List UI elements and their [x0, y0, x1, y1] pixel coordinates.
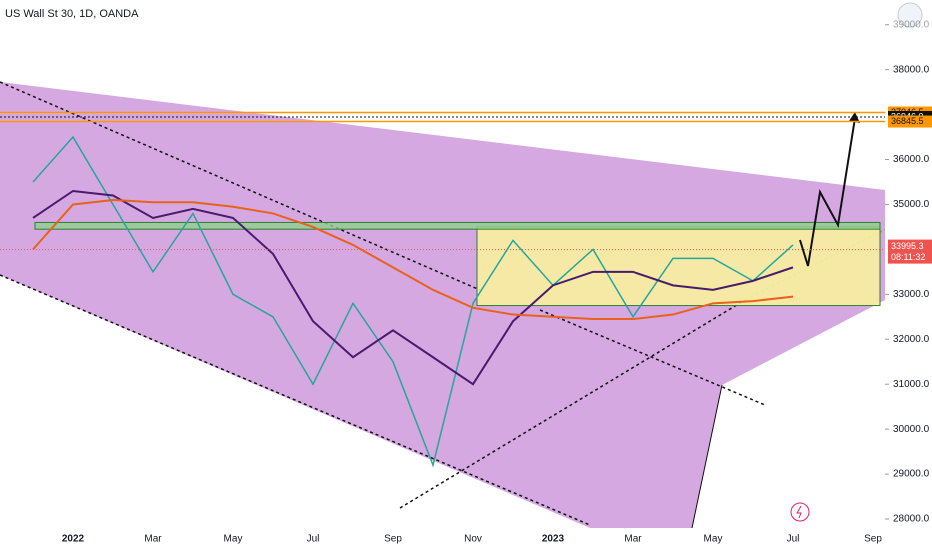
- series-line: [32, 189, 794, 386]
- y-tick-label: 39000.0: [893, 19, 930, 30]
- resistance-band: [34, 221, 881, 230]
- alert-bolt: [796, 505, 802, 519]
- y-tick-label: 29000.0: [893, 469, 930, 480]
- price-badge: [888, 239, 932, 264]
- projection-arrow: [799, 117, 856, 267]
- plot: [32, 135, 881, 468]
- x-tick-label: 2022: [62, 534, 85, 545]
- x-tick-label: Sep: [384, 534, 402, 545]
- arrow-head: [849, 112, 860, 123]
- y-tick-label: 38000.0: [893, 64, 930, 75]
- x-tick-label: 2023: [542, 534, 565, 545]
- y-tick-label: 36000.0: [893, 154, 930, 165]
- level-label: 36845.5: [891, 116, 924, 126]
- level-badge: [888, 115, 932, 128]
- price-axis: [885, 0, 932, 528]
- countdown-label: 08:11:32: [891, 252, 925, 262]
- series-line: [32, 135, 794, 468]
- x-tick-label: Mar: [144, 534, 162, 545]
- trendline: [399, 299, 746, 509]
- series-line: [32, 198, 794, 321]
- y-tick-label: 31000.0: [893, 379, 930, 390]
- y-tick-label: 35000.0: [893, 199, 930, 210]
- chart-title: US Wall St 30, 1D, OANDA: [5, 8, 139, 20]
- x-tick-label: Mar: [624, 534, 642, 545]
- logo-icon[interactable]: [897, 2, 923, 28]
- x-tick-label: Jul: [307, 534, 320, 545]
- x-tick-label: Jul: [787, 534, 800, 545]
- last-price-label: 33995.3: [891, 241, 924, 251]
- y-tick-label: 33000.0: [893, 289, 930, 300]
- channel-ext: [539, 309, 766, 406]
- y-tick-label: 30000.0: [893, 424, 930, 435]
- y-tick-label: 32000.0: [893, 334, 930, 345]
- x-tick-label: Nov: [464, 534, 482, 545]
- alert-icon[interactable]: [790, 502, 810, 522]
- y-tick-label: 28000.0: [893, 514, 930, 525]
- channel: [0, 82, 885, 528]
- range-box: [476, 226, 881, 307]
- x-tick-label: May: [224, 534, 243, 545]
- x-tick-label: May: [704, 534, 723, 545]
- channel-edge: [691, 384, 723, 529]
- channel-bottom: [0, 274, 591, 526]
- x-tick-label: Sep: [864, 534, 882, 545]
- time-axis: [0, 528, 932, 550]
